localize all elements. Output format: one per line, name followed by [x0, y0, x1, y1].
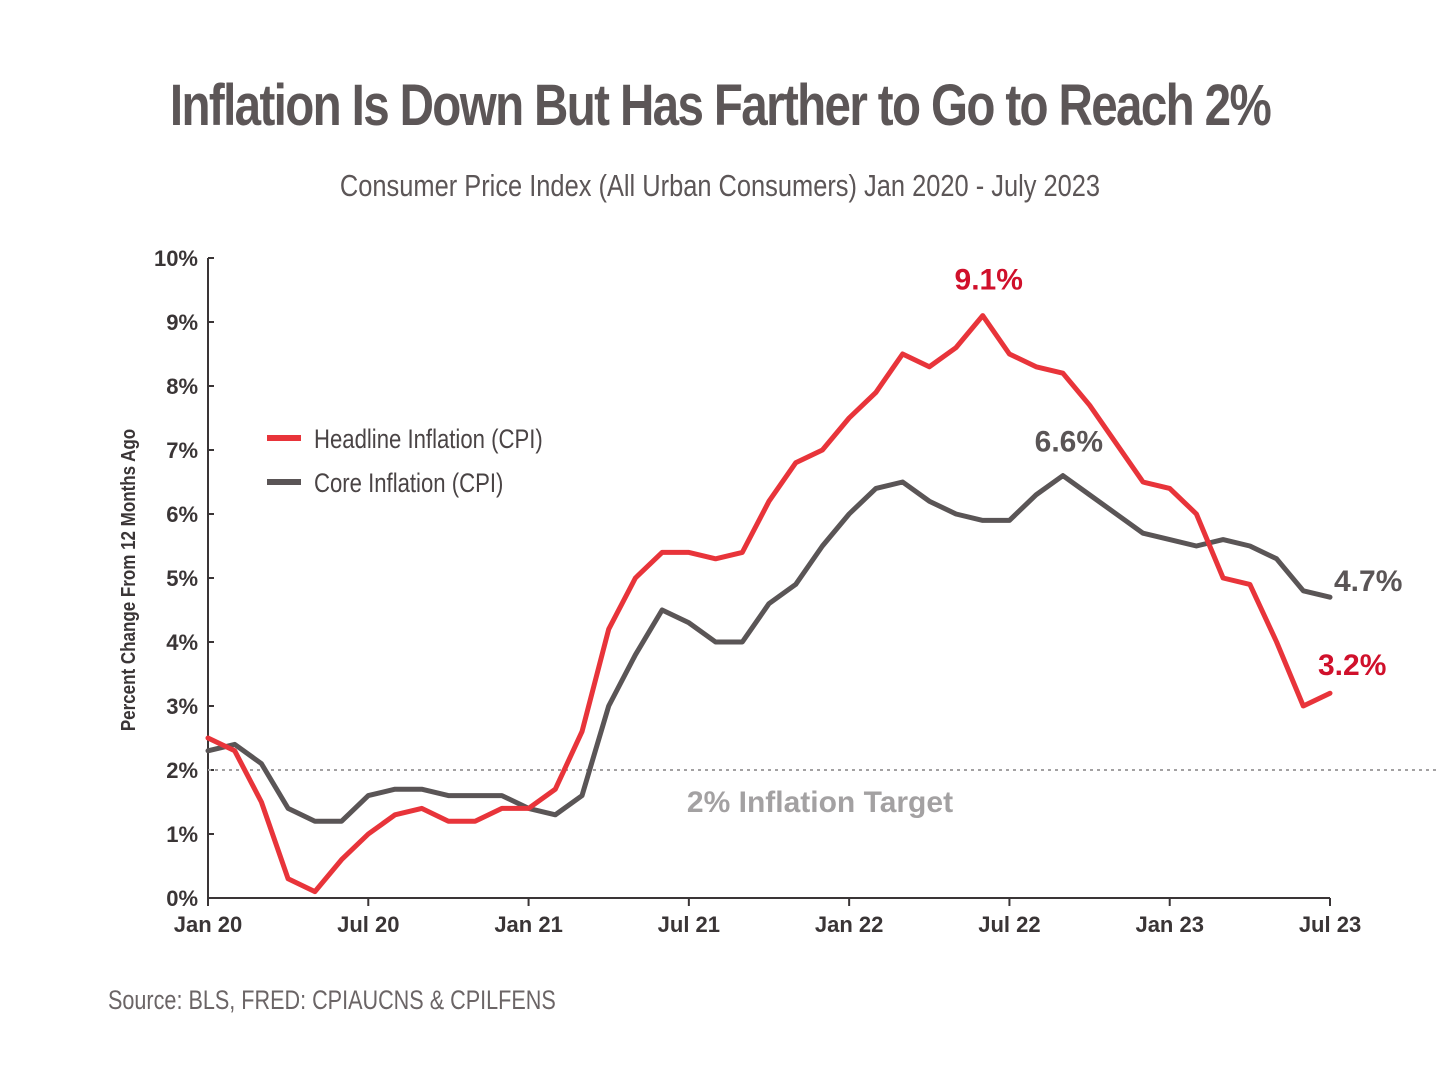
y-tick-label: 3% [166, 694, 198, 719]
y-tick-label: 8% [166, 374, 198, 399]
annotation-label: 6.6% [1035, 426, 1103, 459]
y-tick-label: 5% [166, 566, 198, 591]
headline-inflation-line [205, 313, 1333, 895]
legend: Headline Inflation (CPI) Core Inflation (… [267, 425, 543, 499]
y-tick-label: 0% [166, 886, 198, 911]
reference-line-group: 2% Inflation Target [208, 769, 1438, 819]
annotation-label: 3.2% [1318, 649, 1386, 682]
annotation-label: 9.1% [955, 264, 1023, 297]
x-tick-label: Jul 21 [658, 912, 720, 937]
x-tick-label: Jul 22 [978, 912, 1040, 937]
x-axis: Jan 20 Jul 20 Jan 21 Jul 21 Jan 22 Jul 22 Jan … [174, 897, 1361, 937]
y-axis: 0% 1% 2% 3% 4% 5% 6% 7% 8% 9% 10% [154, 246, 214, 911]
legend-label-headline: Headline Inflation (CPI) [314, 425, 543, 455]
x-tick-label: Jul 23 [1299, 912, 1361, 937]
x-tick-label: Jan 22 [815, 912, 884, 937]
x-tick-label: Jan 20 [174, 912, 243, 937]
y-tick-label: 2% [166, 758, 198, 783]
chart-subtitle: Consumer Price Index (All Urban Consumer… [339, 168, 1101, 203]
annotations: 9.1% 6.6% 4.7% 3.2% [955, 264, 1403, 683]
y-tick-label: 9% [166, 310, 198, 335]
annotation-label: 4.7% [1334, 565, 1402, 598]
chart-title: Inflation Is Down But Has Farther to Go … [169, 73, 1272, 138]
y-tick-label: 4% [166, 630, 198, 655]
y-axis-title: Percent Change From 12 Months Ago [117, 429, 140, 731]
y-tick-label: 10% [154, 246, 198, 271]
legend-label-core: Core Inflation (CPI) [314, 469, 503, 499]
core-inflation-line [205, 473, 1333, 824]
x-tick-label: Jan 23 [1135, 912, 1204, 937]
inflation-target-label: 2% Inflation Target [687, 786, 953, 819]
series-group [205, 313, 1333, 895]
x-tick-label: Jan 21 [494, 912, 563, 937]
y-tick-label: 6% [166, 502, 198, 527]
source-note: Source: BLS, FRED: CPIAUCNS & CPILFENS [108, 985, 556, 1015]
y-tick-label: 7% [166, 438, 198, 463]
y-tick-label: 1% [166, 822, 198, 847]
x-tick-label: Jul 20 [337, 912, 399, 937]
